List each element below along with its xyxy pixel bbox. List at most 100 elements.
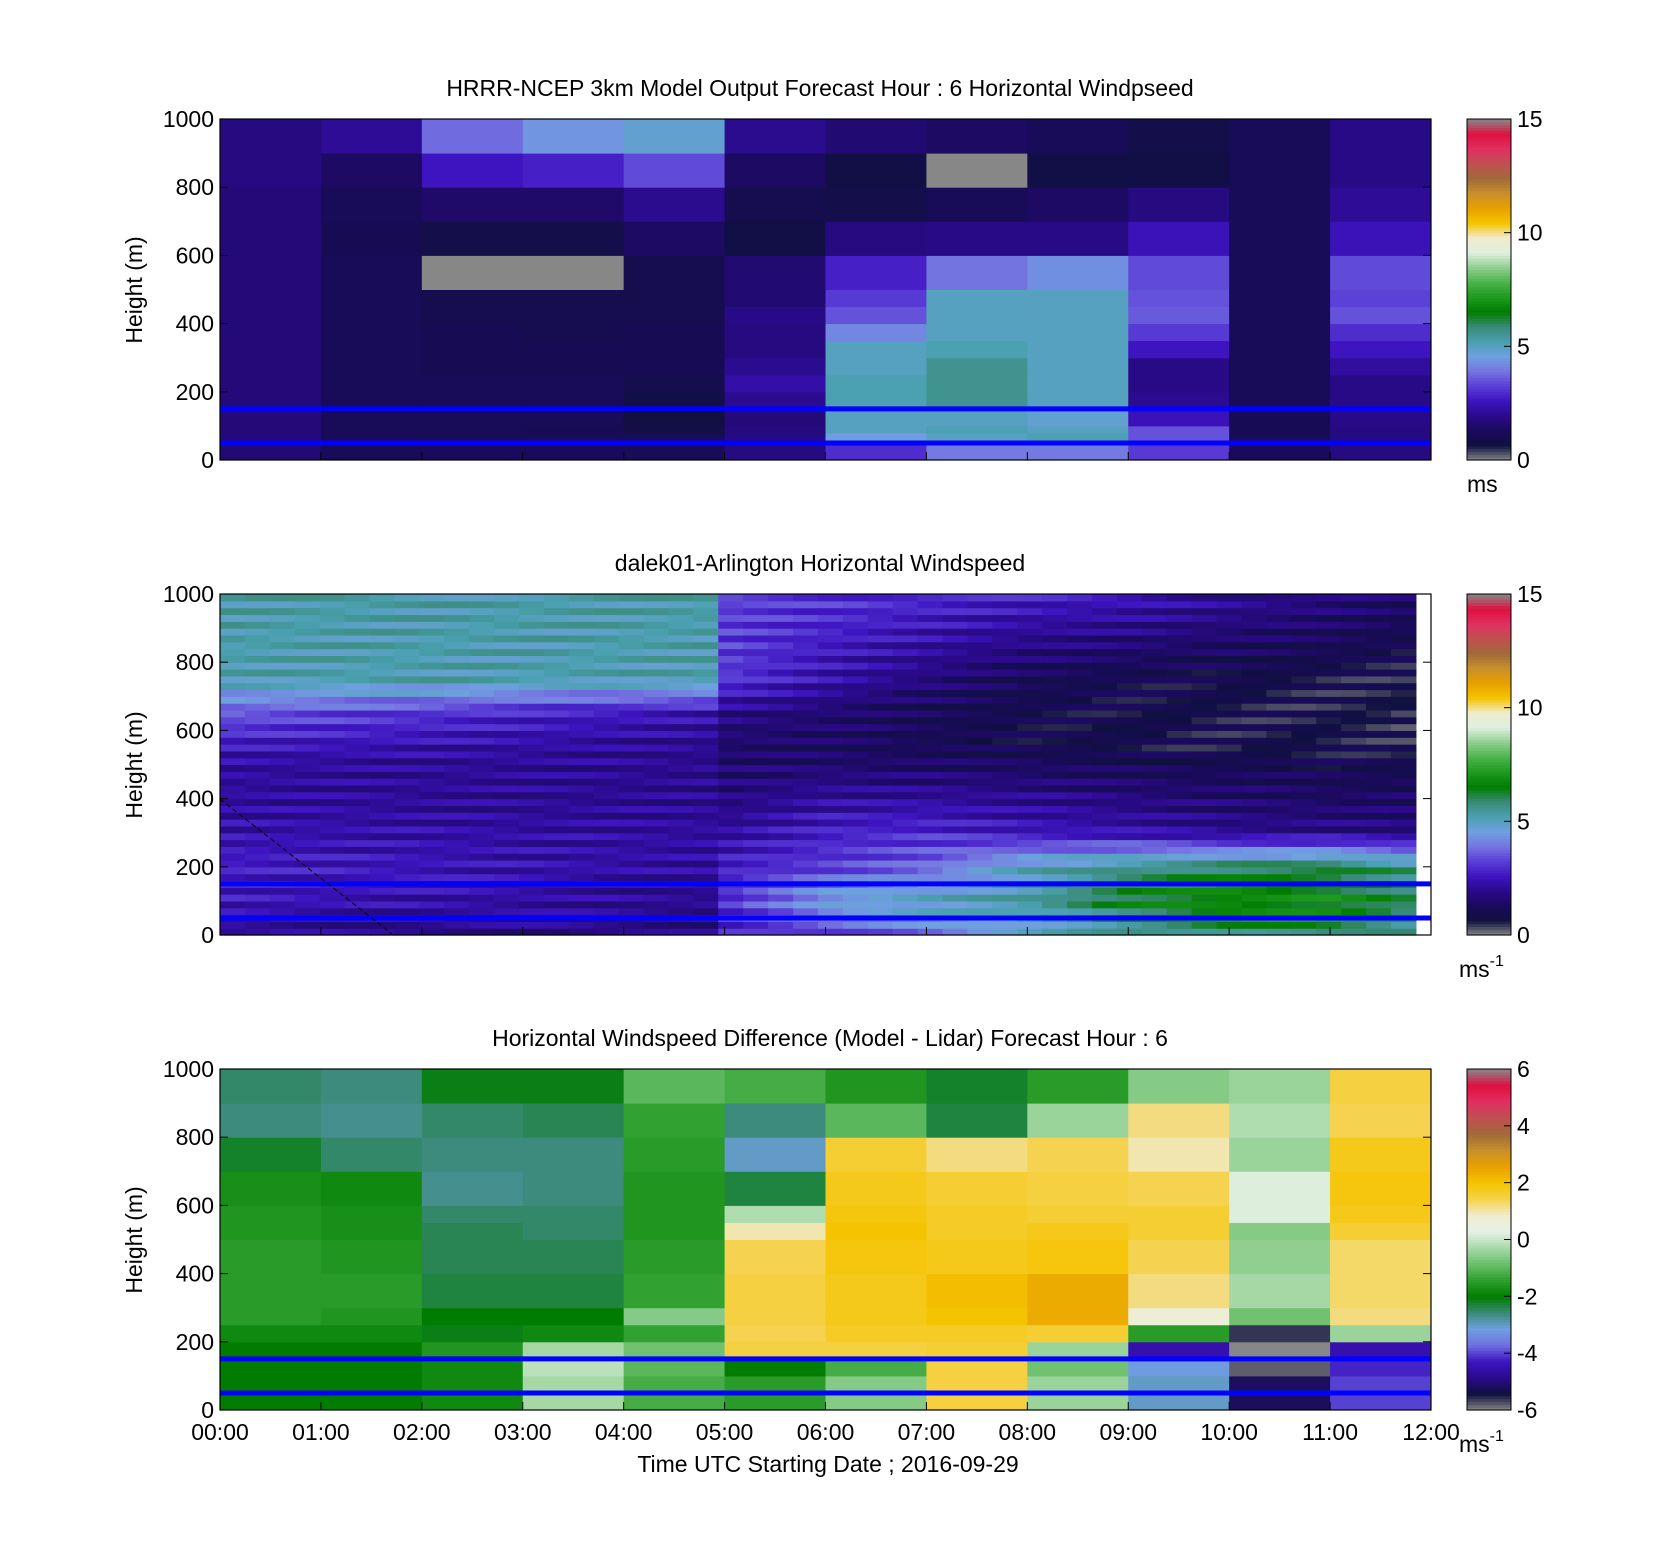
heatmap-cell [1366,648,1392,656]
heatmap-cell [421,221,524,256]
heatmap-cell [319,859,346,868]
colorbar-segment [1467,858,1511,862]
colorbar-segment [1467,1287,1511,1292]
heatmap-cell [269,805,296,813]
colorbar-segment [1467,798,1511,803]
heatmap-cell [1241,723,1267,731]
heatmap-cell [668,709,694,718]
heatmap-cell [394,900,420,909]
heatmap-cell [842,873,869,882]
heatmap-cell [1390,737,1417,745]
heatmap-cell [568,621,595,629]
heatmap-cell [668,669,694,677]
heatmap-cell [369,825,395,834]
heatmap-cell [743,750,769,759]
heatmap-cell [220,340,322,359]
heatmap-cell [319,614,346,622]
heatmap-cell [842,594,869,602]
heatmap-cell [469,894,495,902]
heatmap-cell [1067,689,1093,697]
heatmap-cell [444,703,470,711]
heatmap-cell [892,825,919,834]
heatmap-cell [967,669,993,677]
heatmap-cell [269,634,296,643]
heatmap-cell [1266,744,1292,752]
heatmap-cell [1091,866,1118,875]
heatmap-cell [668,757,694,766]
heatmap-cell [444,716,470,725]
heatmap-cell [917,921,944,929]
heatmap-cell [469,900,495,909]
heatmap-cell [568,921,595,929]
heatmap-cell [917,628,944,636]
colorbar-tick-label: -2 [1517,1283,1537,1309]
heatmap-cell [1128,1171,1230,1206]
heatmap-cell [1116,784,1143,793]
heatmap-cell [543,866,570,875]
heatmap-cell [817,716,844,725]
heatmap-cell [220,866,246,875]
heatmap-cell [967,819,993,827]
heatmap-cell [967,859,993,868]
heatmap-cell [743,812,769,820]
heatmap-cell [668,853,694,861]
heatmap-cell [319,689,346,697]
heatmap-cell [1241,675,1267,684]
heatmap-cell [344,696,371,704]
heatmap-cell [320,1324,423,1343]
colorbar-segment [1467,451,1511,455]
heatmap-cell [718,744,744,752]
heatmap-cell [618,825,645,834]
heatmap-cell [593,716,620,725]
heatmap-cell [444,866,470,875]
heatmap-cell [320,1171,423,1206]
heatmap-cell [394,771,420,779]
heatmap-cell [718,846,744,854]
heatmap-cell [444,873,470,882]
heatmap-cell [269,716,296,725]
heatmap-cell [926,340,1028,359]
heatmap-cell [419,628,445,636]
heatmap-cell [220,900,246,909]
heatmap-cell [693,628,719,636]
heatmap-cell [1390,744,1417,752]
heatmap-cell [568,634,595,643]
heatmap-cell [892,662,919,670]
heatmap-cell [419,716,445,725]
heatmap-cell [1390,791,1417,800]
colorbar-segment [1467,371,1511,376]
heatmap-cell [419,600,445,609]
heatmap-cell [718,900,744,909]
heatmap-cell [568,744,595,752]
heatmap-cell [593,648,620,656]
heatmap-cell [1291,675,1317,684]
colorbar-segment [1467,408,1511,413]
heatmap-cell [1291,853,1317,861]
heatmap-cell [344,764,371,772]
heatmap-cell [568,866,595,875]
heatmap-cell [718,709,744,718]
heatmap-cell [568,703,595,711]
heatmap-cell [643,928,670,936]
heatmap-cell [469,907,495,916]
heatmap-cell [718,791,744,800]
y-tick-label: 800 [176,649,214,675]
heatmap-cell [643,771,670,779]
heatmap-cell [319,757,346,766]
heatmap-cell [421,425,524,434]
heatmap-cell [1128,1341,1230,1360]
heatmap-cell [992,798,1018,807]
heatmap-cell [394,825,420,834]
heatmap-cell [942,737,969,745]
heatmap-cell [369,600,395,609]
heatmap-cell [421,153,524,188]
heatmap-cell [718,614,744,622]
heatmap-cell [1241,689,1267,697]
heatmap-cell [618,859,645,868]
heatmap-cell [1141,641,1168,650]
heatmap-cell [469,791,495,800]
heatmap-cell [1067,839,1093,847]
heatmap-cell [1017,907,1043,916]
heatmap-cell [1166,778,1193,786]
heatmap-cell [892,682,919,691]
